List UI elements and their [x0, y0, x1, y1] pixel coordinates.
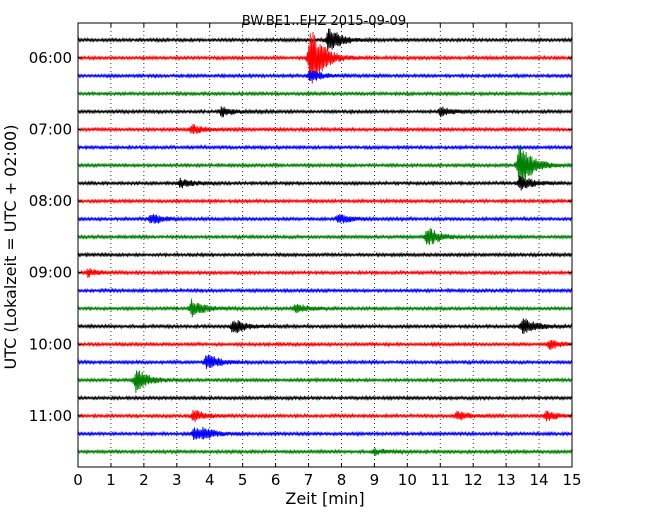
y-tick-label: 08:00 [29, 192, 72, 210]
seismogram-trace [77, 298, 573, 318]
seismogram-trace [77, 228, 573, 246]
y-tick-label: 06:00 [29, 49, 72, 67]
x-axis-ticks: 0 1 2 3 4 5 6 7 8 9 10 11 12 13 14 15 [73, 23, 582, 489]
seismogram-trace [77, 426, 573, 441]
seismogram-trace [77, 251, 573, 259]
y-tick-label: 10:00 [29, 335, 72, 353]
seismogram-trace [77, 28, 573, 51]
x-tick-label: 10 [398, 471, 417, 489]
seismogram-trace [77, 354, 573, 370]
x-tick-label: 11 [431, 471, 450, 489]
seismogram-trace [77, 123, 573, 135]
seismogram-trace [77, 340, 573, 350]
x-tick-label: 6 [271, 471, 281, 489]
y-tick-label: 09:00 [29, 264, 72, 282]
seismogram-trace [77, 394, 573, 402]
x-tick-label: 3 [172, 471, 182, 489]
seismogram-trace [77, 214, 573, 224]
trace-group [77, 28, 573, 456]
x-tick-label: 14 [530, 471, 549, 489]
seismogram-trace [77, 31, 573, 84]
x-tick-label: 1 [106, 471, 116, 489]
seismogram-trace [77, 175, 573, 191]
x-tick-label: 9 [370, 471, 380, 489]
x-tick-label: 12 [464, 471, 483, 489]
seismogram-trace [77, 70, 573, 81]
seismogram-trace [77, 106, 573, 118]
plot-frame [77, 22, 573, 468]
seismogram-trace [77, 318, 573, 334]
x-tick-label: 15 [562, 471, 581, 489]
chart-title: BW.BE1..EHZ 2015-09-09 [242, 14, 406, 29]
y-axis-label: UTC (Lokalzeit = UTC + 02:00) [1, 125, 20, 370]
seismogram-trace [77, 447, 573, 456]
y-tick-label: 07:00 [29, 121, 72, 139]
seismogram-trace [77, 370, 573, 393]
seismogram-trace [77, 409, 573, 422]
x-tick-label: 13 [497, 471, 516, 489]
seismogram-trace [77, 287, 573, 294]
seismogram-trace [77, 268, 573, 279]
x-tick-label: 5 [238, 471, 248, 489]
y-tick-label: 11:00 [29, 407, 72, 425]
x-tick-label: 2 [139, 471, 149, 489]
x-tick-label: 8 [337, 471, 347, 489]
seismogram-trace [77, 144, 573, 151]
x-axis-label: Zeit [min] [285, 489, 364, 508]
y-axis-ticks: 06:00 07:00 08:00 09:00 10:00 11:00 [29, 49, 572, 425]
x-tick-label: 7 [304, 471, 314, 489]
seismogram-trace [77, 197, 573, 205]
x-tick-label: 0 [73, 471, 83, 489]
seismogram-trace [77, 90, 573, 97]
grid-lines [110, 23, 540, 467]
seismogram-trace [77, 146, 573, 182]
x-tick-label: 4 [205, 471, 215, 489]
